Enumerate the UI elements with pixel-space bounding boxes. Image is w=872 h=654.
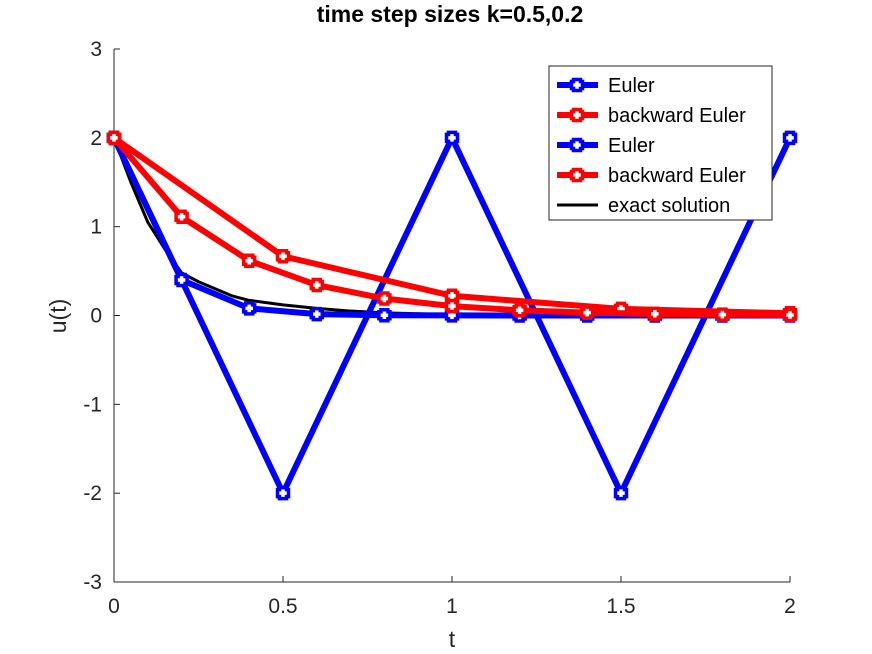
y-tick-label: -1 — [83, 393, 102, 416]
legend: Euler backward Euler Euler backward Euler ex… — [548, 65, 773, 221]
data-point-shape — [444, 298, 460, 314]
y-axis-label: u(t) — [45, 299, 71, 334]
data-point-shape — [512, 303, 527, 318]
y-tick-label: -2 — [83, 482, 102, 505]
legend-entry: backward Euler — [557, 165, 746, 187]
data-point — [377, 291, 392, 306]
legend-entry: Euler — [557, 135, 655, 157]
data-point-shape — [174, 209, 189, 225]
data-point — [275, 248, 291, 264]
plot-series — [106, 130, 798, 501]
legend-marker — [569, 107, 585, 123]
y-tick-label: 1 — [90, 216, 102, 239]
legend-label: Euler — [608, 135, 655, 157]
data-point — [106, 130, 122, 146]
data-point-shape — [275, 485, 291, 501]
legend-marker — [569, 77, 585, 93]
legend-marker — [569, 137, 585, 153]
series-3 — [106, 130, 798, 323]
data-point-shape — [647, 306, 663, 322]
data-point-shape — [174, 272, 189, 288]
data-point — [444, 298, 460, 314]
data-point — [782, 307, 798, 323]
data-point-shape — [377, 307, 392, 323]
data-point — [275, 485, 291, 501]
data-point-shape — [241, 253, 257, 268]
data-point-shape — [275, 248, 291, 264]
legend-label: backward Euler — [608, 165, 746, 187]
data-point — [377, 307, 392, 323]
x-tick-label: 0.5 — [268, 595, 297, 618]
data-point-shape — [613, 485, 629, 501]
data-point — [241, 301, 257, 316]
data-point — [782, 130, 798, 146]
x-tick-label: 1.5 — [606, 595, 635, 618]
data-point — [647, 306, 663, 322]
data-point-shape — [309, 277, 325, 293]
data-point — [174, 209, 189, 225]
data-point — [309, 306, 325, 322]
data-point-shape — [241, 301, 257, 316]
legend-marker-shape — [569, 167, 585, 183]
y-tick-label: 2 — [90, 127, 102, 150]
legend-marker-shape — [569, 77, 585, 93]
legend-label: backward Euler — [608, 105, 746, 127]
data-point — [512, 303, 527, 318]
data-point — [241, 253, 257, 268]
x-tick-label: 0 — [108, 595, 120, 618]
legend-label: exact solution — [608, 195, 730, 217]
chart-title: time step sizes k=0.5,0.2 — [317, 1, 584, 27]
legend-entry: Euler — [557, 75, 655, 97]
x-tick-label: 2 — [784, 595, 796, 618]
data-point-shape — [444, 130, 460, 146]
data-point-shape — [309, 306, 325, 322]
x-axis-label: t — [449, 626, 456, 652]
y-tick-label: 3 — [90, 38, 102, 61]
data-point — [613, 485, 629, 501]
y-tick-label: 0 — [90, 305, 102, 328]
data-point-shape — [715, 307, 730, 322]
data-point-shape — [106, 130, 122, 146]
data-point — [444, 130, 460, 146]
data-point-shape — [782, 130, 798, 146]
data-point-shape — [579, 305, 595, 320]
x-tick-label: 1 — [446, 595, 458, 618]
legend-marker-shape — [569, 107, 585, 123]
y-tick-label: -3 — [83, 571, 102, 594]
legend-marker — [569, 167, 585, 183]
data-point-shape — [377, 291, 392, 306]
data-point — [174, 272, 189, 288]
data-point — [309, 277, 325, 293]
data-point — [715, 307, 730, 322]
axes: -3 -2 -1 0 1 2 3 0 0.5 1 1.5 2 — [83, 38, 796, 618]
legend-entry: exact solution — [557, 195, 730, 217]
data-point — [579, 305, 595, 320]
legend-label: Euler — [608, 75, 655, 97]
legend-entry: backward Euler — [557, 105, 746, 127]
data-point-shape — [782, 307, 798, 323]
legend-marker-shape — [569, 137, 585, 153]
